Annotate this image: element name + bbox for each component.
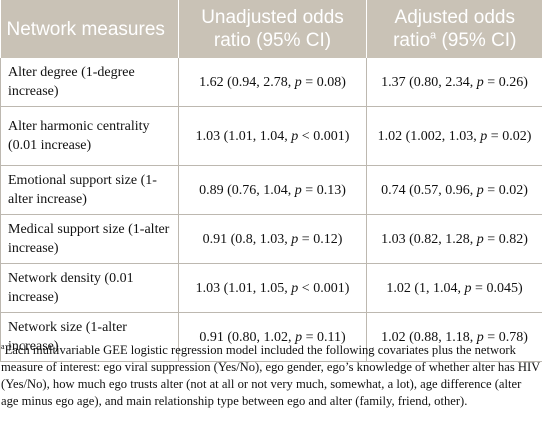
adjusted-or-cell: 1.02 (1.002, 1.03, p = 0.02) xyxy=(366,106,542,166)
footnote-marker: a xyxy=(430,29,437,42)
unadjusted-or-cell: 1.03 (1.01, 1.05, p < 0.001) xyxy=(178,263,367,313)
network-measure-cell: Alter harmonic centrality (0.01 increase… xyxy=(0,106,179,166)
p-value-text: = 0.13) xyxy=(301,182,346,198)
table-row: Network size (1-alter increase) 0.91 (0.8… xyxy=(0,312,542,362)
p-symbol: p xyxy=(476,182,484,198)
p-value-text: = 0.045) xyxy=(471,280,523,296)
p-value-text: = 0.82) xyxy=(483,231,528,247)
p-symbol: p xyxy=(295,329,303,345)
header-adjusted-or-text: Adjusted odds ratio xyxy=(393,7,515,51)
estimate-text: 0.74 (0.57, 0.96, xyxy=(381,182,477,198)
estimate-text: 1.62 (0.94, 2.78, xyxy=(199,74,295,90)
p-value-text: < 0.001) xyxy=(298,280,350,296)
header-unadjusted-or: Unadjusted odds ratio (95% CI) xyxy=(178,0,367,58)
estimate-text: 1.02 (1, 1.04, xyxy=(386,280,465,296)
network-measure-cell: Emotional support size (1-alter increase… xyxy=(0,165,179,215)
p-symbol: p xyxy=(476,74,484,90)
estimate-text: 1.03 (0.82, 1.28, xyxy=(381,231,477,247)
p-symbol: p xyxy=(476,231,484,247)
header-network-measures: Network measures xyxy=(0,0,179,58)
estimate-text: 1.03 (1.01, 1.04, xyxy=(195,128,292,144)
header-adjusted-or: Adjusted odds ratioa (95% CI) xyxy=(366,0,542,58)
table-row: Emotional support size (1-alter increase… xyxy=(0,165,542,215)
p-symbol: p xyxy=(476,329,484,345)
p-symbol: p xyxy=(294,182,302,198)
network-measure-cell: Alter degree (1-degree increase) xyxy=(0,58,179,107)
p-value-text: = 0.11) xyxy=(302,329,346,345)
unadjusted-or-cell: 1.03 (1.01, 1.04, p < 0.001) xyxy=(178,106,367,166)
table-header: Network measures Unadjusted odds ratio (… xyxy=(0,0,542,58)
p-value-text: = 0.78) xyxy=(483,329,528,345)
p-symbol: p xyxy=(464,280,472,296)
header-row: Network measures Unadjusted odds ratio (… xyxy=(0,0,542,58)
network-measure-cell: Medical support size (1-alter increase) xyxy=(0,214,179,264)
unadjusted-or-cell: 0.91 (0.8, 1.03, p = 0.12) xyxy=(178,214,367,264)
footnote-text: Each multivariable GEE logistic regressi… xyxy=(1,343,541,408)
estimate-text: 1.37 (0.80, 2.34, xyxy=(381,74,477,90)
estimate-text: 0.91 (0.80, 1.02, xyxy=(199,329,296,345)
adjusted-or-cell: 1.37 (0.80, 2.34, p = 0.26) xyxy=(366,58,542,107)
footnote-marker: a xyxy=(1,341,5,351)
p-value-text: < 0.001) xyxy=(298,128,350,144)
table-body: Alter degree (1-degree increase) 1.62 (0.… xyxy=(0,58,542,362)
unadjusted-or-cell: 0.91 (0.80, 1.02, p = 0.11) xyxy=(178,312,367,362)
table-row: Alter degree (1-degree increase) 1.62 (0.… xyxy=(0,58,542,107)
adjusted-or-cell: 1.03 (0.82, 1.28, p = 0.82) xyxy=(366,214,542,264)
p-symbol: p xyxy=(291,280,299,296)
unadjusted-or-cell: 0.89 (0.76, 1.04, p = 0.13) xyxy=(178,165,367,215)
p-symbol: p xyxy=(291,231,299,247)
unadjusted-or-cell: 1.62 (0.94, 2.78, p = 0.08) xyxy=(178,58,367,107)
network-measure-cell: Network density (0.01 increase) xyxy=(0,263,179,313)
p-value-text: = 0.08) xyxy=(301,74,346,90)
p-value-text: = 0.12) xyxy=(298,231,343,247)
p-symbol: p xyxy=(294,74,302,90)
p-symbol: p xyxy=(291,128,299,144)
p-value-text: = 0.26) xyxy=(483,74,528,90)
estimate-text: 1.02 (1.002, 1.03, xyxy=(377,128,481,144)
estimate-text: 1.02 (0.88, 1.18, xyxy=(381,329,477,345)
adjusted-or-cell: 1.02 (0.88, 1.18, p = 0.78) xyxy=(366,312,542,362)
estimate-text: 1.03 (1.01, 1.05, xyxy=(195,280,292,296)
estimate-text: 0.89 (0.76, 1.04, xyxy=(199,182,295,198)
p-value-text: = 0.02) xyxy=(487,128,532,144)
adjusted-or-cell: 0.74 (0.57, 0.96, p = 0.02) xyxy=(366,165,542,215)
estimate-text: 0.91 (0.8, 1.03, xyxy=(202,231,292,247)
p-symbol: p xyxy=(480,128,488,144)
header-adjusted-or-ci: (95% CI) xyxy=(436,30,517,51)
results-table: Network measures Unadjusted odds ratio (… xyxy=(0,0,542,362)
table-row: Alter harmonic centrality (0.01 increase… xyxy=(0,106,542,166)
network-measure-cell: Network size (1-alter increase) xyxy=(0,312,179,362)
table-footnote: aEach multivariable GEE logistic regress… xyxy=(0,342,542,410)
table-row: Network density (0.01 increase) 1.03 (1.0… xyxy=(0,263,542,313)
p-value-text: = 0.02) xyxy=(483,182,528,198)
adjusted-or-cell: 1.02 (1, 1.04, p = 0.045) xyxy=(366,263,542,313)
table-row: Medical support size (1-alter increase) 0… xyxy=(0,214,542,264)
